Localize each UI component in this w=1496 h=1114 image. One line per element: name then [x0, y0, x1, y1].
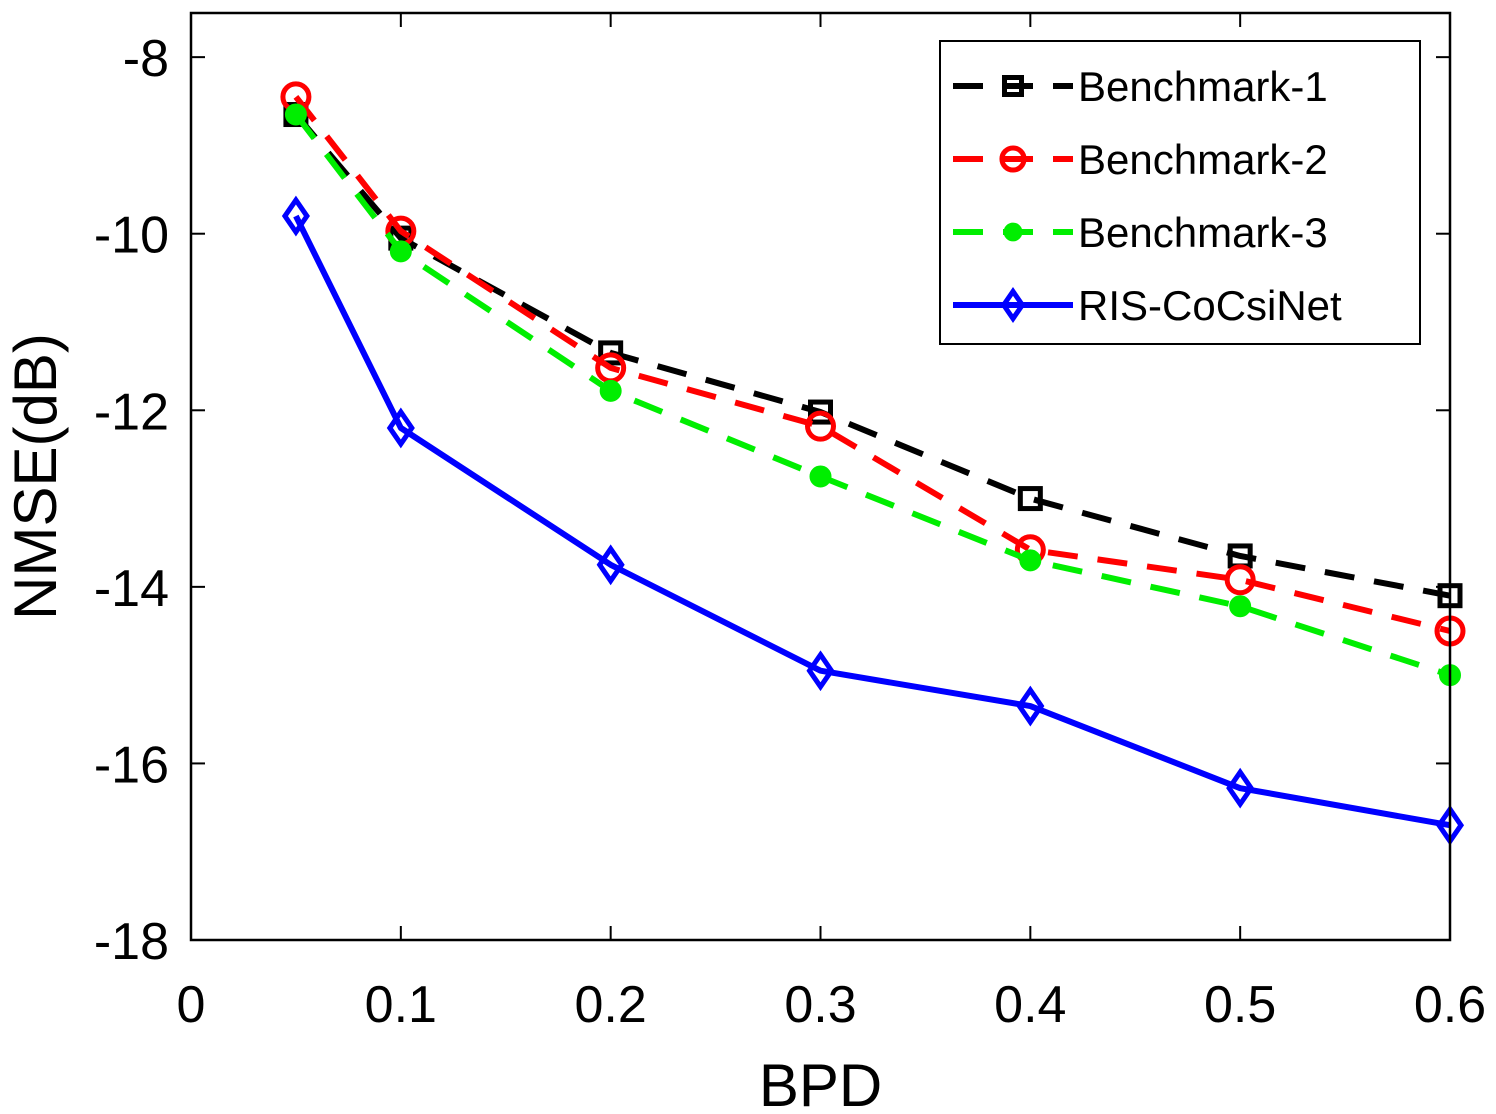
dot-marker	[599, 379, 622, 402]
legend-entry: Benchmark-2	[953, 136, 1328, 183]
y-tick-label: -8	[123, 30, 169, 88]
x-tick-label: 0.3	[784, 976, 856, 1034]
square-marker	[1017, 486, 1043, 512]
legend-entry: Benchmark-3	[953, 209, 1328, 256]
legend-label: Benchmark-2	[1078, 136, 1328, 183]
series-ris-cocsinet	[281, 195, 1465, 846]
legend-entry: RIS-CoCsiNet	[953, 282, 1342, 329]
dot-marker	[1019, 549, 1042, 572]
x-tick-label: 0.1	[365, 976, 437, 1034]
y-tick-label: -16	[94, 736, 169, 794]
legend-label: Benchmark-1	[1078, 63, 1328, 110]
legend-label: RIS-CoCsiNet	[1078, 282, 1342, 329]
series-line	[293, 214, 1451, 829]
y-tick-label: -14	[94, 560, 169, 618]
dot-marker	[284, 103, 307, 126]
y-tick-label: -12	[94, 383, 169, 441]
dot-marker	[809, 465, 832, 488]
square-marker	[808, 399, 833, 425]
circle-marker	[1224, 564, 1256, 596]
diamond-marker	[806, 650, 835, 692]
circle-marker	[805, 410, 836, 442]
diamond-marker	[1016, 685, 1045, 727]
square-marker	[1002, 75, 1024, 97]
diamond-marker	[386, 407, 415, 449]
series-line	[293, 95, 1451, 634]
legend-entry: Benchmark-1	[953, 63, 1328, 110]
x-tick-label: 0.6	[1414, 976, 1486, 1034]
x-tick-label: 0.4	[994, 976, 1066, 1034]
y-axis-title: NMSE(dB)	[2, 333, 69, 620]
dot-marker	[1003, 222, 1023, 242]
axes: 0 0.1 0.2 0.3 0.4 0.5 0.6 -18 -16 -14 -12 -10 -8	[94, 13, 1486, 1034]
diamond-marker	[596, 544, 625, 586]
series-benchmark-2	[280, 81, 1466, 647]
y-tick-label: -18	[94, 913, 169, 971]
y-tick-label: -10	[94, 207, 169, 265]
x-tick-label: 0	[177, 976, 206, 1034]
square-marker	[598, 340, 624, 366]
x-axis-title: BPD	[759, 1052, 882, 1114]
dot-marker	[1229, 595, 1252, 618]
circle-marker	[999, 145, 1027, 173]
diamond-marker	[281, 195, 310, 237]
dot-marker	[389, 240, 412, 263]
x-tick-label: 0.2	[575, 976, 647, 1034]
diamond-marker	[1000, 286, 1026, 324]
diamond-marker	[1226, 767, 1255, 809]
x-tick-label: 0.5	[1204, 976, 1276, 1034]
legend-label: Benchmark-3	[1078, 209, 1328, 256]
legend: Benchmark-1 Benchmark-2 Benchmark-3 RIS-CoC…	[939, 40, 1421, 345]
